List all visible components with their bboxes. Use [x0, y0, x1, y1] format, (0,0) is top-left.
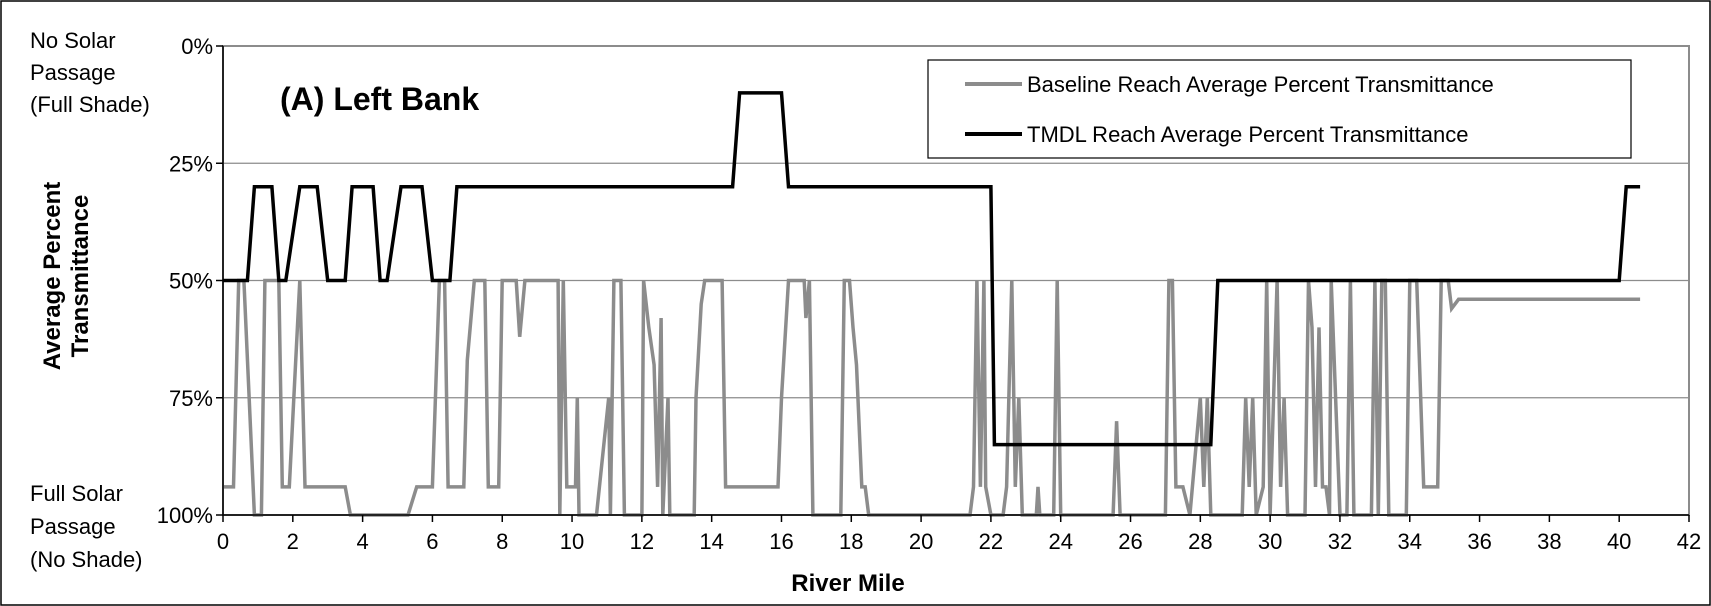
x-tick-label-4: 4 [356, 529, 368, 554]
x-tick-label-28: 28 [1188, 529, 1212, 554]
x-tick-label-0: 0 [217, 529, 229, 554]
x-tick-label-40: 40 [1607, 529, 1631, 554]
legend-label-baseline: Baseline Reach Average Percent Transmitt… [1027, 72, 1494, 97]
y-tick-label-0: 0% [181, 34, 213, 59]
bottom-annotation-line-1: Full Solar [30, 481, 123, 506]
x-tick-label-14: 14 [699, 529, 723, 554]
y-tick-label-75: 75% [169, 386, 213, 411]
legend-box [927, 59, 1632, 159]
x-tick-label-16: 16 [769, 529, 793, 554]
y-axis-title: Average Percent Transmittance [39, 182, 94, 371]
y-tick-label-25: 25% [169, 151, 213, 176]
y-tick-label-100: 100% [157, 503, 213, 528]
x-tick-label-22: 22 [979, 529, 1003, 554]
x-tick-label-12: 12 [630, 529, 654, 554]
top-annotation: No Solar Passage (Full Shade) [30, 28, 150, 117]
y-tick-label-50: 50% [169, 269, 213, 294]
x-tick-label-42: 42 [1677, 529, 1701, 554]
x-tick-label-20: 20 [909, 529, 933, 554]
bottom-annotation-line-2: Passage [30, 514, 116, 539]
legend: Baseline Reach Average Percent Transmitt… [927, 59, 1632, 159]
x-tick-label-18: 18 [839, 529, 863, 554]
bottom-annotation-line-3: (No Shade) [30, 547, 143, 572]
y-axis-title-line-2: Transmittance [67, 195, 94, 358]
top-annotation-line-2: Passage [30, 60, 116, 85]
x-tick-label-30: 30 [1258, 529, 1282, 554]
x-tick-label-24: 24 [1048, 529, 1072, 554]
y-axis-title-line-1: Average Percent [39, 182, 66, 371]
legend-label-tmdl: TMDL Reach Average Percent Transmittance [1027, 122, 1468, 147]
chart-title: (A) Left Bank [280, 81, 479, 117]
series-line-tmdl [223, 91, 1641, 447]
top-annotation-line-3: (Full Shade) [30, 92, 150, 117]
x-tick-label-26: 26 [1118, 529, 1142, 554]
bottom-annotation: Full Solar Passage (No Shade) [30, 481, 143, 572]
x-tick-label-36: 36 [1467, 529, 1491, 554]
top-annotation-line-1: No Solar [30, 28, 116, 53]
x-tick-label-38: 38 [1537, 529, 1561, 554]
x-tick-label-32: 32 [1328, 529, 1352, 554]
x-axis-title: River Mile [791, 570, 904, 597]
x-tick-label-10: 10 [560, 529, 584, 554]
x-tick-label-2: 2 [287, 529, 299, 554]
x-tick-label-34: 34 [1398, 529, 1422, 554]
x-tick-label-6: 6 [426, 529, 438, 554]
axes: 0%25%50%75%100%0 2 4 6 8 10 12 14 16 18 20 22 24 26 28… [157, 34, 1702, 554]
x-tick-label-8: 8 [496, 529, 508, 554]
